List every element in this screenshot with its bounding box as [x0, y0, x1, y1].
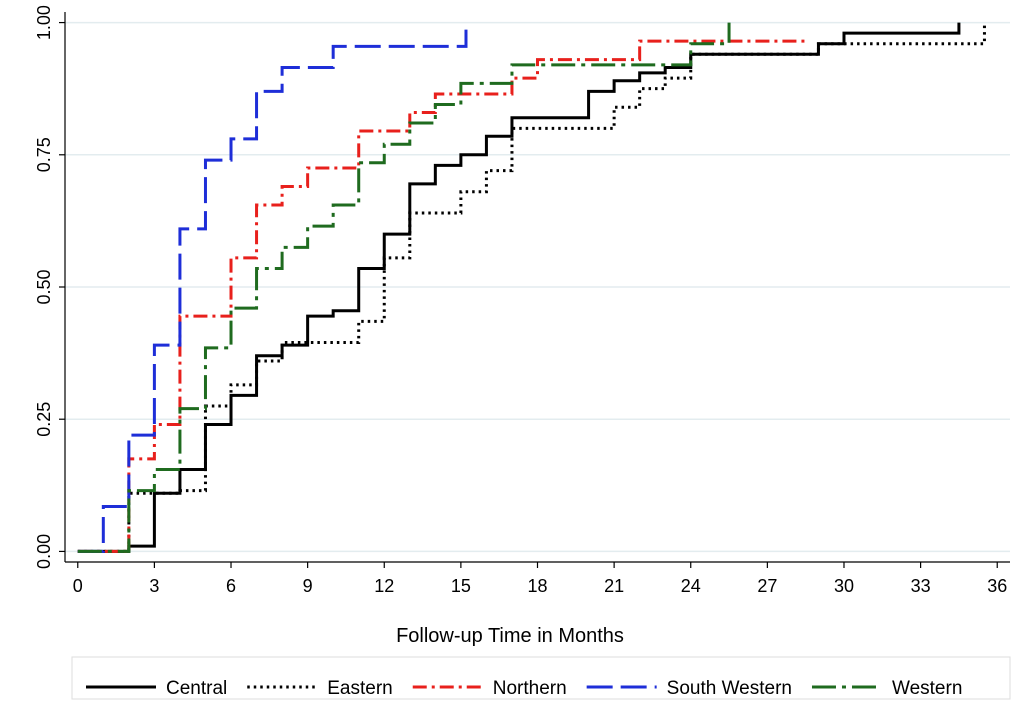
- x-tick-label: 33: [911, 576, 931, 596]
- series-line-south-western: [77, 22, 468, 553]
- y-tick-label: 0.50: [34, 269, 54, 304]
- x-tick-label: 12: [374, 576, 394, 596]
- grid-lines: [65, 21, 1010, 553]
- series-line-eastern: [77, 22, 986, 553]
- x-tick-label: 6: [226, 576, 236, 596]
- x-axis-title: Follow-up Time in Months: [396, 625, 624, 647]
- legend-label-eastern: Eastern: [327, 678, 392, 699]
- x-tick-label: 30: [834, 576, 854, 596]
- legend-label-western: Western: [892, 678, 962, 699]
- legend: Central Eastern Northern South Western Weste…: [71, 656, 1011, 700]
- x-tick-label: 15: [451, 576, 471, 596]
- y-tick-label: 0.00: [34, 534, 54, 569]
- x-tick-label: 0: [73, 576, 83, 596]
- x-tick-label: 24: [681, 576, 701, 596]
- x-tick-label: 36: [987, 576, 1007, 596]
- x-tick-label: 3: [149, 576, 159, 596]
- legend-label-central: Central: [166, 678, 227, 699]
- y-tick-label: 1.00: [34, 5, 54, 40]
- series-line-western: [77, 22, 731, 553]
- x-tick-label: 9: [303, 576, 313, 596]
- y-tick-label: 0.25: [34, 402, 54, 437]
- series: [77, 22, 986, 553]
- x-tick-label: 27: [757, 576, 777, 596]
- x-tick-label: 21: [604, 576, 624, 596]
- series-line-northern: [77, 39, 806, 553]
- legend-box: [71, 656, 1011, 700]
- legend-label-northern: Northern: [493, 678, 567, 699]
- x-axis-ticks: 0 3 6 9 12 15 18 21 24 27 30 33 36: [73, 562, 1007, 596]
- x-tick-label: 18: [527, 576, 547, 596]
- y-tick-label: 0.75: [34, 137, 54, 172]
- y-axis-ticks: 0.00 0.25 0.50 0.75 1.00: [34, 5, 65, 569]
- legend-label-south-western: South Western: [667, 678, 792, 699]
